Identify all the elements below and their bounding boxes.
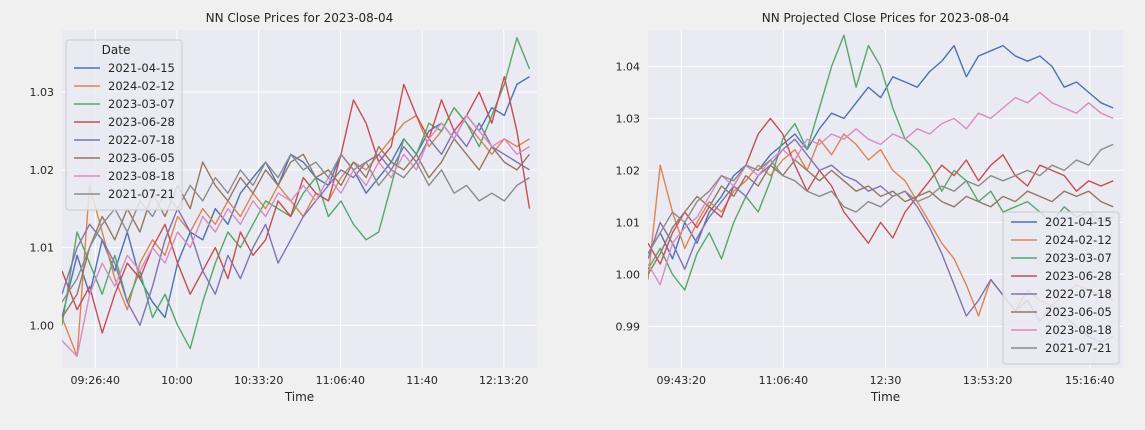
- x-tick-label: 10:00: [161, 374, 193, 387]
- series-line-2022-07-18: [62, 122, 530, 326]
- y-tick-label: 1.01: [616, 216, 641, 229]
- legend-label: 2023-06-05: [108, 151, 175, 165]
- chart-2: 09:43:20 11:06:40 12:30 13:53:20 15:16:40 0.9…: [616, 11, 1123, 404]
- x-tick-label: 10:33:20: [234, 374, 283, 387]
- legend-label: 2024-02-12: [108, 79, 175, 93]
- y-tick-label: 1.01: [30, 242, 55, 255]
- x-tick-label: 13:53:20: [963, 374, 1012, 387]
- x-tick-label: 09:26:40: [71, 374, 120, 387]
- y-tick-label: 1.03: [616, 112, 641, 125]
- legend-label: 2023-08-18: [1045, 323, 1112, 337]
- x-tick-label: 12:30: [870, 374, 902, 387]
- series-line-2023-06-05: [648, 159, 1114, 275]
- x-tick-label: 11:06:40: [316, 374, 365, 387]
- y-tick-label: 1.02: [616, 164, 641, 177]
- y-tick-label: 1.00: [30, 319, 55, 332]
- legend-label: 2023-06-05: [1045, 305, 1112, 319]
- x-tick-label: 09:43:20: [657, 374, 706, 387]
- legend-label: 2022-07-18: [1045, 287, 1112, 301]
- y-tick-label: 1.00: [616, 268, 641, 281]
- series-line-2023-06-28: [648, 117, 1114, 265]
- legend-label: 2022-07-18: [108, 133, 175, 147]
- series-line-2023-03-07: [648, 34, 1114, 291]
- y-tick-label: 1.03: [30, 86, 55, 99]
- y-tick-label: 0.99: [616, 320, 641, 333]
- x-tick-label: 11:06:40: [759, 374, 808, 387]
- legend-label: 2023-08-18: [108, 169, 175, 183]
- legend: Date 2021-04-15 2024-02-12 2023-03-07 2023-0…: [65, 39, 183, 211]
- chart-1: 09:26:40 10:00 10:33:20 11:06:40 11:40 12:13:…: [30, 11, 537, 404]
- legend-label: 2023-06-28: [108, 115, 175, 129]
- legend-label: 2021-07-21: [108, 187, 175, 201]
- legend: 2021-04-15 2024-02-12 2023-03-07 2023-06-28…: [1002, 211, 1120, 365]
- legend-label: 2021-04-15: [1045, 215, 1112, 229]
- x-tick-label: 12:13:20: [479, 374, 528, 387]
- x-axis-label: Time: [284, 390, 314, 404]
- series-group: [648, 34, 1114, 343]
- legend-label: 2023-03-07: [108, 97, 175, 111]
- series-line-2023-08-18: [648, 91, 1114, 286]
- series-line-2023-06-05: [62, 138, 531, 318]
- legend-title: Date: [102, 43, 131, 57]
- x-axis-label: Time: [870, 390, 900, 404]
- chart-title: NN Projected Close Prices for 2023-08-04: [762, 11, 1010, 25]
- series-line-2023-03-07: [62, 37, 531, 350]
- x-tick-label: 15:16:40: [1065, 374, 1114, 387]
- x-tick-label: 11:40: [406, 374, 438, 387]
- legend-label: 2023-06-28: [1045, 269, 1112, 283]
- legend-label: 2024-02-12: [1045, 233, 1112, 247]
- legend-label: 2021-07-21: [1045, 341, 1112, 355]
- series-line-2023-06-28: [62, 75, 531, 334]
- legend-box: [1002, 211, 1120, 365]
- legend-box: [65, 39, 183, 211]
- series-line-2021-07-21: [648, 143, 1114, 254]
- legend-label: 2023-03-07: [1045, 251, 1112, 265]
- y-tick-label: 1.02: [30, 164, 55, 177]
- chart-title: NN Close Prices for 2023-08-04: [206, 11, 394, 25]
- legend-label: 2021-04-15: [108, 61, 175, 75]
- series-line-2023-08-18: [62, 114, 530, 357]
- y-tick-label: 1.04: [616, 60, 641, 73]
